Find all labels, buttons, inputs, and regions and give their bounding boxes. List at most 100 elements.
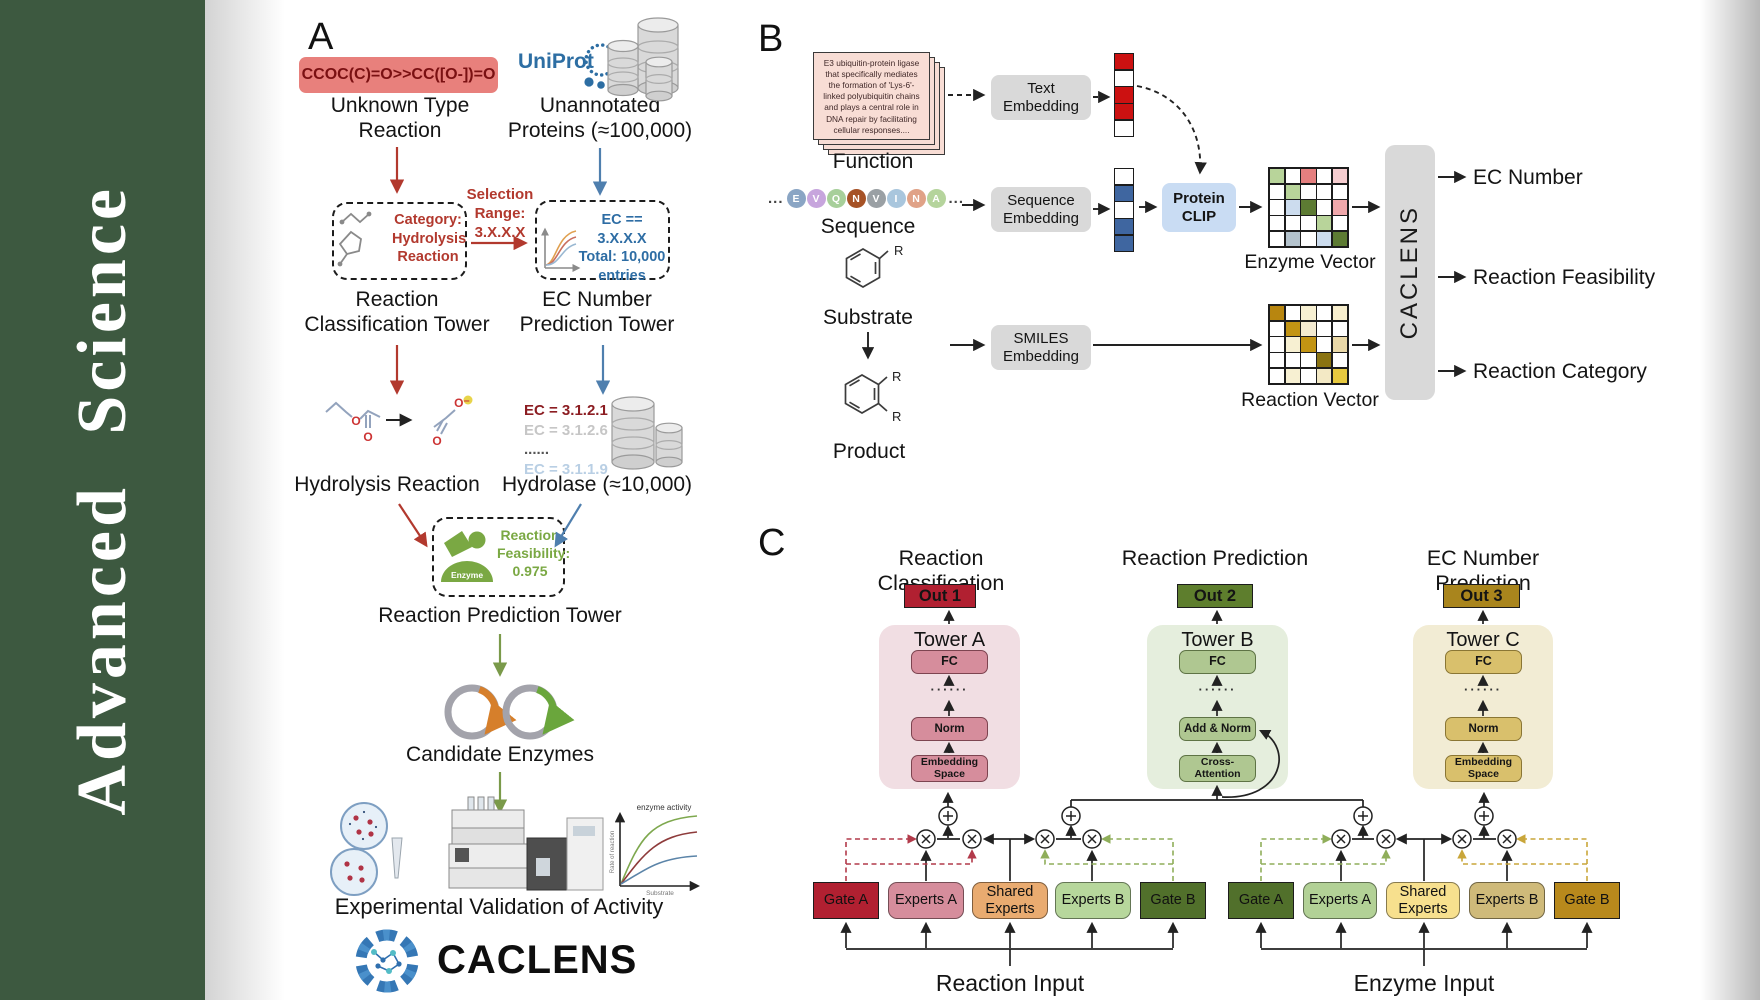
tube-icon — [391, 837, 403, 879]
enzyme-vector-matrix — [1268, 167, 1349, 248]
enzyme-matrix-cell — [1270, 169, 1285, 184]
tower-a-title: Tower A — [913, 629, 986, 651]
substituent-label: R — [892, 369, 901, 384]
out3-box: Out 3 — [1443, 584, 1520, 608]
sequence-embedding-box: Sequence Embedding — [991, 187, 1091, 232]
tower-b: Tower B FC ······ Add & Norm Cross- Atte… — [1147, 625, 1288, 789]
function-text: E3 ubiquitin-protein ligase that specifi… — [823, 58, 920, 135]
reaction-matrix-cell — [1285, 306, 1301, 321]
tower-b-cross-attention: Cross- Attention — [1179, 755, 1256, 782]
text-vector-cell — [1115, 120, 1133, 136]
tower-a-norm: Norm — [911, 717, 988, 741]
smiles-text: CCOC(C)=O>>CC([O-])=O — [301, 66, 496, 83]
tower-a-embedding-space: Embedding Space — [911, 755, 988, 782]
candidate-enzymes-caption: Candidate Enzymes — [406, 743, 594, 766]
ec-list-item: EC = 3.1.1.9 — [524, 460, 608, 478]
reaction-matrix-cell — [1332, 337, 1347, 352]
enzyme-vector-caption: Enzyme Vector — [1244, 251, 1376, 273]
reaction-matrix-cell — [1270, 306, 1285, 321]
output-ec-number: EC Number — [1473, 166, 1583, 189]
enzyme-matrix-cell — [1332, 231, 1347, 246]
caclens-wordmark: CACLENS — [437, 938, 638, 982]
panel-a-label: A — [308, 16, 334, 58]
reaction-matrix-cell — [1316, 337, 1332, 352]
validation-caption: Experimental Validation of Activity — [334, 894, 664, 919]
database-icon — [607, 17, 679, 102]
feasibility-caption: Reaction Feasibility: 0.975 — [497, 527, 571, 579]
reaction-experts-a: Experts A — [888, 882, 964, 919]
product-molecule-icon: R R — [844, 369, 901, 424]
panel-c-label: C — [758, 522, 786, 564]
reaction-vector-matrix — [1268, 304, 1349, 385]
enzyme-matrix-cell — [1270, 184, 1285, 200]
reaction-classification-output-box — [332, 202, 467, 280]
enzyme-matrix-cell — [1301, 200, 1316, 215]
reaction-matrix-cell — [1301, 368, 1316, 383]
enzyme-matrix-cell — [1332, 200, 1347, 215]
residue-circle: V — [806, 189, 826, 208]
tower-b-dots: ······ — [1198, 682, 1237, 697]
out3-label: Out 3 — [1460, 586, 1503, 605]
residue-circle: N — [846, 189, 866, 208]
aggregation-nodes — [916, 806, 1517, 849]
reaction-matrix-cell — [1316, 352, 1332, 368]
residue-circle: E — [786, 189, 806, 208]
enzyme-experts-b: Experts B — [1469, 882, 1545, 919]
reaction-matrix-cell — [1270, 321, 1285, 337]
reaction-matrix-cell — [1270, 368, 1285, 383]
journal-title: Advanced Science — [63, 184, 141, 816]
oxygen-atom: O — [351, 414, 360, 428]
reaction-matrix-cell — [1301, 306, 1316, 321]
reaction-matrix-cell — [1332, 321, 1347, 337]
tower-c: Tower C FC ······ Norm Embedding Space — [1413, 625, 1553, 789]
ec-list-item: ...... — [524, 441, 550, 458]
reaction-matrix-cell — [1332, 352, 1347, 368]
function-card-stack: E3 ubiquitin-protein ligase that specifi… — [813, 52, 948, 158]
experiment-graphics: enzyme activity Rate of reaction Substra… — [330, 796, 701, 897]
activity-curve-label: enzyme activity — [637, 803, 692, 812]
journal-spine: Advanced Science — [0, 0, 205, 1000]
enzyme-matrix-cell — [1285, 215, 1301, 231]
tower-c-dots: ······ — [1464, 682, 1502, 697]
residue-circle: I — [886, 189, 906, 208]
reaction-shared-experts: Shared Experts — [972, 882, 1048, 919]
page-shadow-left — [205, 0, 285, 1000]
substrate-caption: Substrate — [823, 306, 913, 329]
enzyme-matrix-cell — [1301, 169, 1316, 184]
activity-plot: enzyme activity Rate of reaction Substra… — [610, 803, 701, 897]
enzyme-matrix-cell — [1316, 231, 1332, 246]
reaction-experts-b: Experts B — [1055, 882, 1131, 919]
times-node — [1035, 829, 1055, 849]
enzyme-matrix-cell — [1285, 200, 1301, 215]
ec-filter-box — [535, 200, 670, 280]
tower-a-dots: ······ — [930, 682, 969, 697]
plus-node — [1061, 806, 1081, 826]
caclens-fusion-bar: CACLENS — [1385, 145, 1435, 400]
reaction-matrix-cell — [1270, 352, 1285, 368]
residue-circle: Q — [826, 189, 846, 208]
sequence-vector-cell — [1115, 202, 1133, 218]
reaction-matrix-cell — [1301, 337, 1316, 352]
petri-dish-icon — [340, 802, 388, 850]
uniprot-wordmark: UniProt — [518, 50, 594, 73]
tower2-caption: EC Number Prediction Tower — [519, 288, 675, 336]
reaction-matrix-cell — [1316, 321, 1332, 337]
enzyme-matrix-cell — [1285, 231, 1301, 246]
text-embedding-label: Text Embedding — [1003, 79, 1079, 115]
enzyme-matrix-cell — [1301, 184, 1316, 200]
plus-node — [1474, 806, 1494, 826]
function-caption: Function — [832, 150, 914, 173]
text-vector-cell — [1115, 87, 1133, 103]
gate-feedback-lines — [845, 834, 1588, 881]
tower-c-title: Tower C — [1446, 629, 1520, 651]
enzyme-matrix-cell — [1301, 231, 1316, 246]
times-node — [916, 829, 936, 849]
substrate-molecule-icon: R — [845, 243, 903, 288]
selection-range-caption: Selection Range: 3.X.X.X — [466, 186, 534, 242]
oxygen-anion: O⁻ — [454, 396, 470, 410]
reaction-matrix-cell — [1332, 306, 1347, 321]
enzyme-matrix-cell — [1301, 215, 1316, 231]
function-card-front: E3 ubiquitin-protein ligase that specifi… — [813, 52, 930, 140]
sequence-caption: Sequence — [820, 215, 916, 238]
